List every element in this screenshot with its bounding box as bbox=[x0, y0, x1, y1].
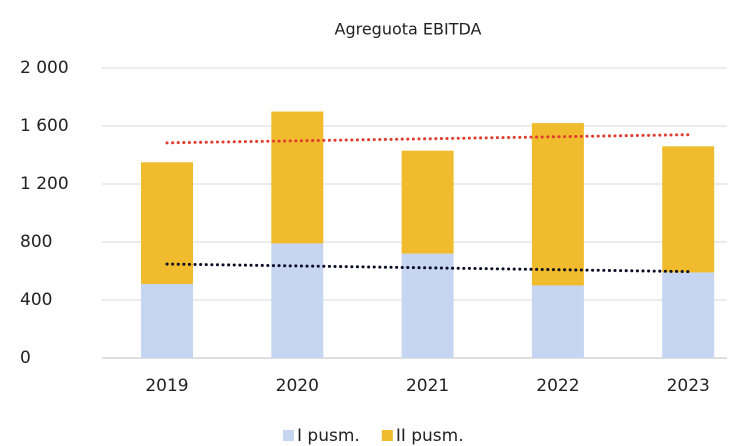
y-tick-label: 800 bbox=[20, 232, 52, 252]
y-tick-label: 400 bbox=[20, 290, 52, 310]
y-tick-label: 0 bbox=[20, 348, 31, 368]
bar-segment bbox=[531, 285, 584, 358]
x-tick-label: 2022 bbox=[536, 376, 579, 396]
x-tick-label: 2023 bbox=[667, 376, 710, 396]
x-tick-label: 2019 bbox=[145, 376, 188, 396]
legend-swatch bbox=[381, 430, 393, 441]
bar-segment bbox=[141, 284, 193, 358]
x-tick-label: 2021 bbox=[406, 376, 449, 396]
bar-segment bbox=[401, 150, 454, 254]
legend-swatch bbox=[283, 430, 294, 441]
legend-label: II pusm. bbox=[396, 426, 464, 446]
bar-segment bbox=[271, 111, 324, 244]
bar-segment bbox=[141, 162, 193, 285]
y-tick-label: 1 600 bbox=[20, 116, 69, 136]
bar-segment bbox=[531, 123, 584, 286]
y-tick-label: 2 000 bbox=[20, 58, 69, 78]
legend-label: I pusm. bbox=[297, 426, 360, 446]
y-tick-label: 1 200 bbox=[20, 174, 69, 194]
bar-segment bbox=[401, 253, 454, 358]
chart-title: Agreguota EBITDA bbox=[335, 20, 482, 39]
trendline bbox=[165, 133, 690, 145]
bar-segment bbox=[662, 146, 715, 273]
x-tick-label: 2020 bbox=[276, 376, 319, 396]
bar-segment bbox=[662, 272, 715, 358]
bar-segment bbox=[271, 243, 324, 358]
